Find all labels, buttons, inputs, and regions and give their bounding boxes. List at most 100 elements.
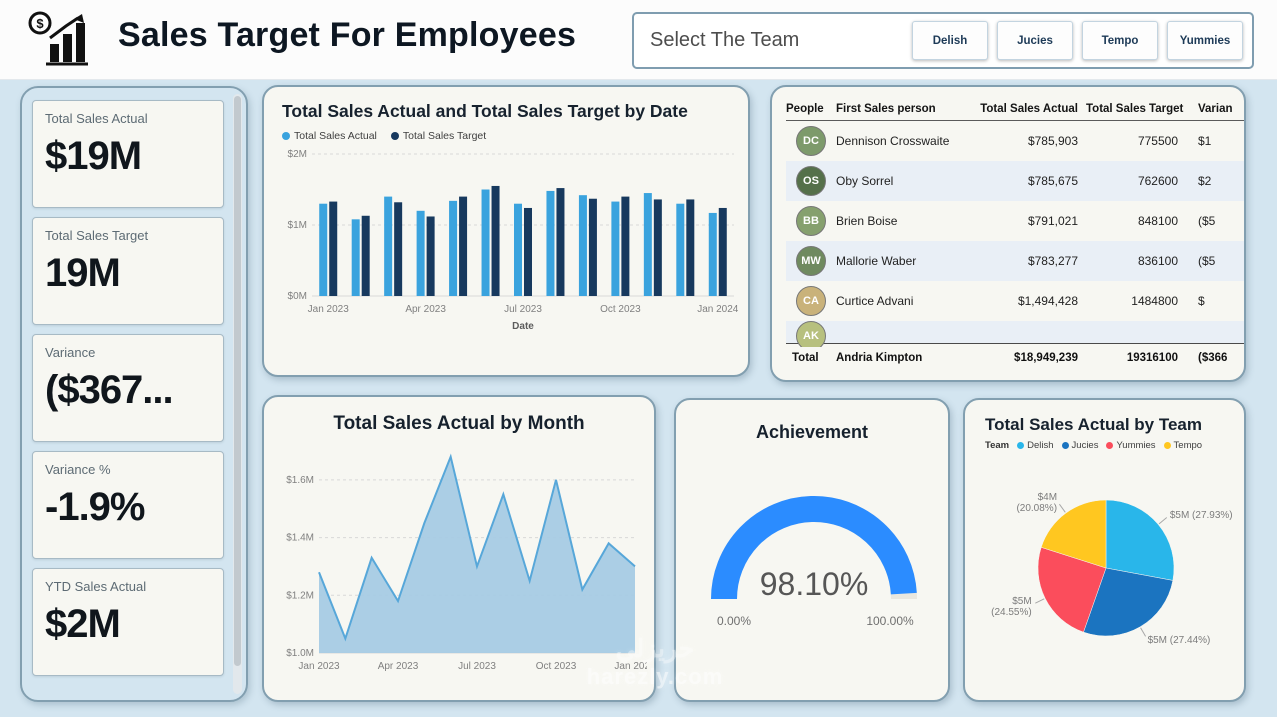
table-actual-cell: $785,903 [1027,134,1078,148]
svg-text:$5M (27.44%): $5M (27.44%) [1148,635,1211,646]
kpi-value: $19M [45,134,142,178]
kpi-label: Total Sales Actual [45,111,148,126]
sales-table: People First Sales person Total Sales Ac… [786,97,1244,372]
slicer-buttons: Delish Jucies Tempo Yummies [912,21,1252,60]
svg-text:$1.2M: $1.2M [286,590,314,601]
kpi-scrollbar[interactable] [233,94,242,694]
svg-text:Jan 2023: Jan 2023 [298,661,340,672]
team-button-tempo[interactable]: Tempo [1082,21,1158,60]
table-row[interactable]: BB Brien Boise $791,021 848100 ($5 [786,201,1244,241]
svg-text:Jul 2023: Jul 2023 [458,661,496,672]
table-row[interactable]: MW Mallorie Waber $783,277 836100 ($5 [786,241,1244,281]
table-actual-cell: $791,021 [1027,214,1078,228]
table-people-cell: DC [786,126,836,156]
kpi-value: ($367... [45,368,174,412]
sales-chart-logo-icon: $ [26,10,92,68]
svg-text:$4M(20.08%): $4M (20.08%) [1016,492,1057,514]
table-row[interactable]: DC Dennison Crosswaite $785,903 775500 $1 [786,121,1244,161]
avatar: CA [796,286,826,316]
table-header: People First Sales person Total Sales Ac… [786,97,1244,121]
total-actual-cell: $18,949,239 [1014,351,1078,364]
legend-dot [1106,442,1114,450]
column-header-total-sales-target[interactable]: Total Sales Target [1086,102,1184,115]
legend-item[interactable]: Total Sales Actual [282,130,377,142]
table-target-cell: 1484800 [1131,294,1178,308]
column-header-people[interactable]: People [786,102,824,115]
kpi-card: Total Sales Target 19M [32,217,224,325]
team-button-jucies[interactable]: Jucies [997,21,1073,60]
kpi-scrollbar-thumb[interactable] [234,96,241,666]
table-people-cell: AK [786,317,836,347]
table-people-cell: CA [786,286,836,316]
legend-label: Jucies [1071,440,1099,452]
table-name-cell: Dennison Crosswaite [836,134,950,148]
table-row-partial[interactable]: AK [786,321,1244,347]
kpi-card: Variance ($367... [32,334,224,442]
achievement-gauge[interactable]: 98.10% 0.00% 100.00% [688,477,940,637]
table-people-cell: OS [786,166,836,196]
table-target-cell: 836100 [1137,254,1178,268]
legend-dot [1017,442,1025,450]
table-target-cell: 848100 [1137,214,1178,228]
table-actual-cell: $1,494,428 [1017,294,1078,308]
svg-text:$1.4M: $1.4M [286,533,314,544]
svg-text:Oct 2023: Oct 2023 [536,661,577,672]
legend-label: Delish [1027,440,1054,452]
kpi-label: Total Sales Target [45,228,149,243]
svg-text:100.00%: 100.00% [866,614,914,628]
pie-legend-item[interactable]: Jucies [1061,440,1099,452]
legend-dot [1163,442,1171,450]
team-slicer: Select The Team Delish Jucies Tempo Yummies [632,12,1254,69]
table-variance-cell: ($5 [1198,214,1216,228]
total-label-cell: Total [792,351,819,364]
header: $ Sales Target For Employees Select The … [0,0,1277,80]
column-header-first-sales-person[interactable]: First Sales person [836,102,936,115]
avatar: MW [796,246,826,276]
pie-legend-title: Team [985,440,1010,452]
svg-text:$5M (27.93%): $5M (27.93%) [1170,510,1233,521]
team-button-delish[interactable]: Delish [912,21,988,60]
kpi-value: -1.9% [45,485,146,529]
area-chart[interactable]: $1.0M $1.2M $1.4M $1.6M Jan 2023 Apr 2023 Jul … [275,441,647,685]
total-target-cell: 19316100 [1126,351,1178,364]
page-title: Sales Target For Employees [118,16,577,54]
table-actual-cell: $785,675 [1027,174,1078,188]
svg-text:Oct 2023: Oct 2023 [600,304,641,315]
team-button-yummies[interactable]: Yummies [1167,21,1243,60]
kpi-panel: Total Sales Actual $19M Total Sales Target… [20,86,248,702]
kpi-label: Variance % [45,462,111,477]
pie-legend: Team Delish Jucies Yummies Tempo [965,435,1244,451]
svg-text:$0M: $0M [288,291,307,302]
table-body: DC Dennison Crosswaite $785,903 775500 $1 OS O… [786,121,1244,371]
table-row[interactable]: CA Curtice Advani $1,494,428 1484800 $ [786,281,1244,321]
legend-item[interactable]: Total Sales Target [390,130,486,142]
svg-text:Apr 2023: Apr 2023 [405,304,446,315]
svg-text:Jan 2023: Jan 2023 [308,304,350,315]
column-header-total-sales-actual[interactable]: Total Sales Actual [980,102,1078,115]
svg-text:$1.0M: $1.0M [286,648,314,659]
pie-chart-title: Total Sales Actual by Team [985,415,1202,434]
area-chart-card: Total Sales Actual by Month $1.0M $1.2M $1… [262,395,656,702]
column-header-variance[interactable]: Varian [1198,102,1233,115]
pie-legend-item[interactable]: Tempo [1163,440,1202,451]
total-name-cell: Andria Kimpton [836,351,923,364]
bar-chart-title: Total Sales Actual and Total Sales Targe… [282,101,688,121]
table-row[interactable]: OS Oby Sorrel $785,675 762600 $2 [786,161,1244,201]
svg-text:Jan 2024: Jan 2024 [614,661,647,672]
table-target-cell: 775500 [1137,134,1178,148]
svg-text:98.10%: 98.10% [760,566,869,602]
kpi-label: Variance [45,345,96,360]
legend-label: Yummies [1116,440,1156,452]
legend-dot [282,131,290,140]
pie-legend-item[interactable]: Delish [1017,440,1054,452]
team-pie-chart[interactable]: $5M (27.93%) $5M (27.44%) $5M (24.55%) $4M (2… [970,453,1242,685]
svg-text:0.00%: 0.00% [717,614,751,628]
table-people-cell: MW [786,246,836,276]
pie-legend-item[interactable]: Yummies [1106,440,1156,452]
table-variance-cell: $1 [1198,134,1212,148]
sales-table-card: People First Sales person Total Sales Ac… [770,85,1246,382]
svg-text:$2M: $2M [288,149,307,160]
table-people-cell: BB [786,206,836,236]
bar-chart[interactable]: $0M $1M $2M Jan 2023 Apr 2023 Jul 2023 Oct 202… [276,146,740,342]
